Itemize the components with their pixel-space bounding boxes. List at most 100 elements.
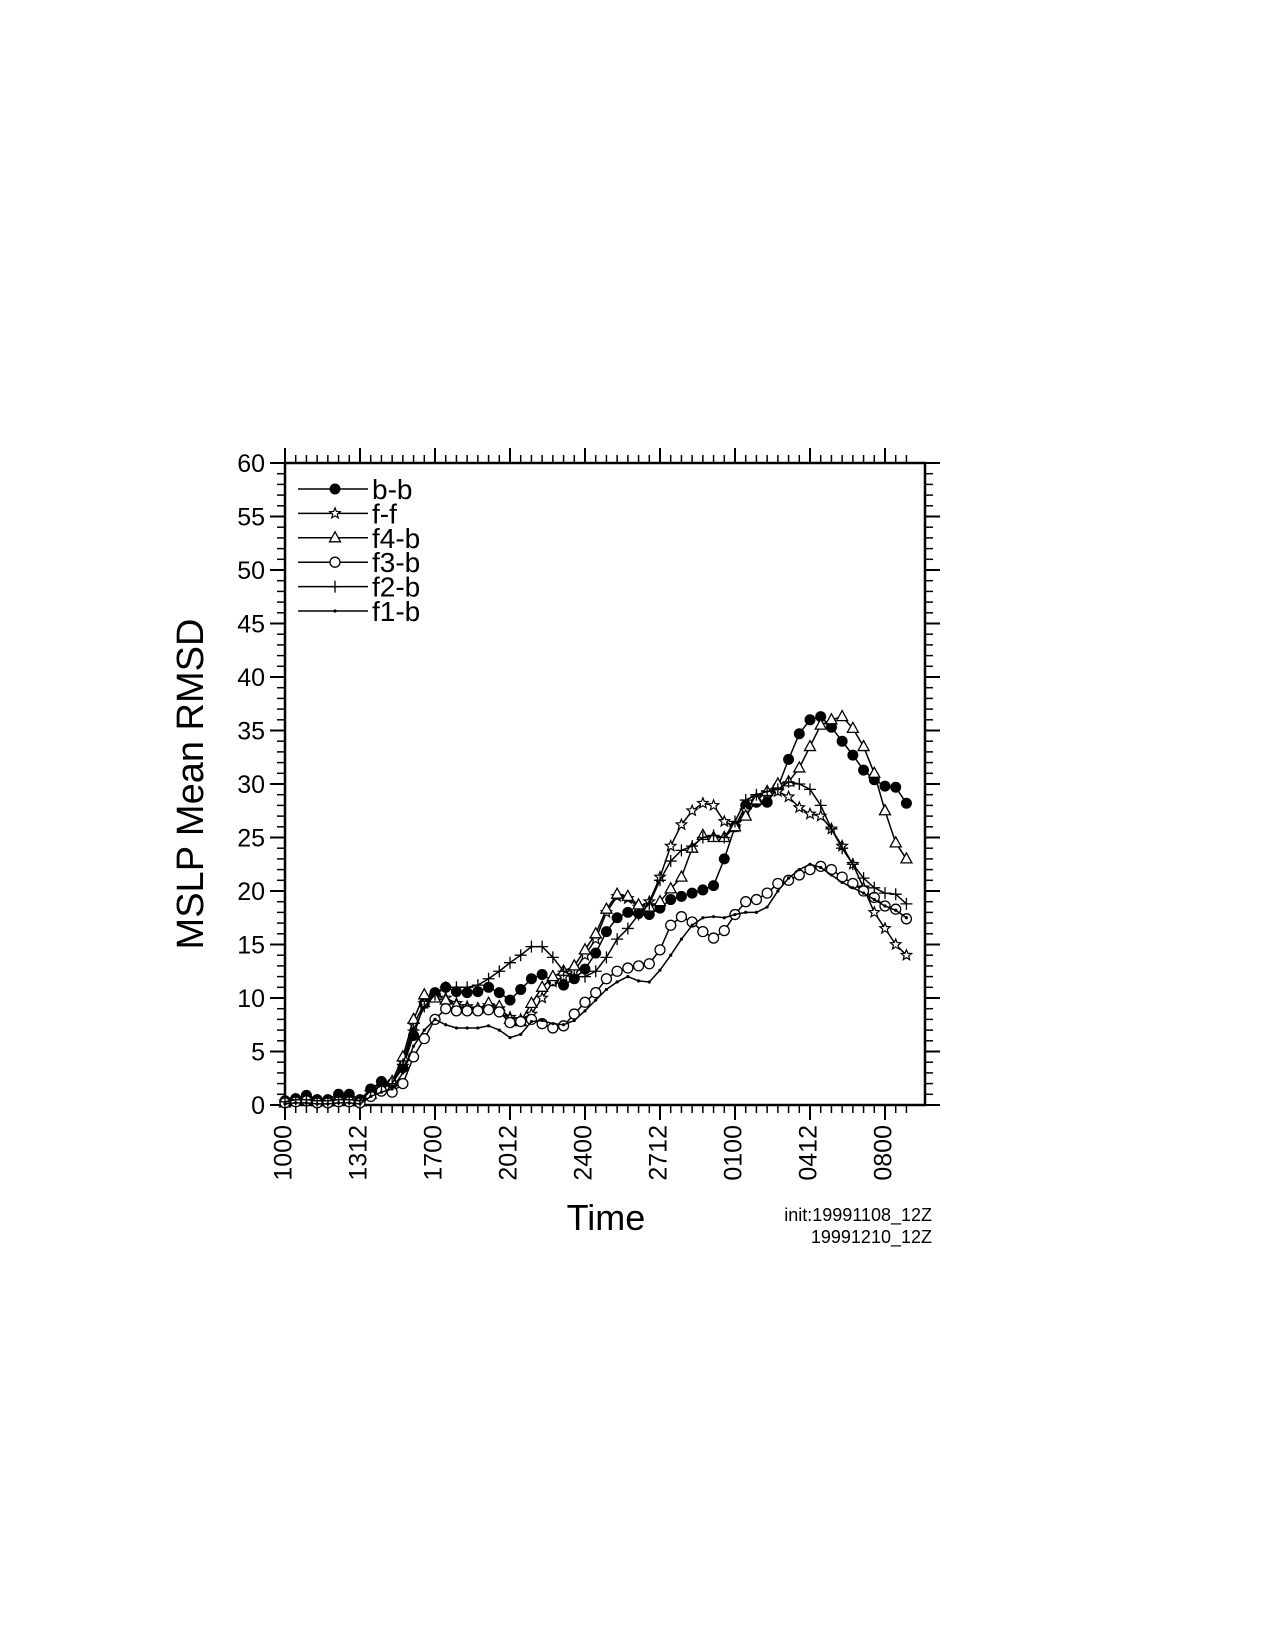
marker (690, 923, 694, 927)
series (278, 784, 914, 1108)
marker (515, 1015, 527, 1028)
marker (663, 838, 678, 852)
marker (600, 973, 613, 985)
marker (664, 881, 678, 894)
marker (707, 829, 720, 842)
marker (739, 808, 753, 821)
y-tick-label: 55 (237, 504, 265, 532)
legend-label: b-b (372, 474, 412, 505)
y-tick-label: 30 (237, 771, 265, 799)
marker (729, 815, 741, 828)
marker (369, 1094, 373, 1099)
marker (701, 916, 705, 920)
marker (429, 988, 441, 1001)
marker (781, 789, 796, 803)
marker (536, 940, 549, 953)
marker (883, 904, 887, 908)
marker (829, 873, 834, 877)
marker (472, 1005, 484, 1017)
x-axis-label: Time (567, 1197, 646, 1238)
marker (900, 897, 913, 910)
series (279, 775, 913, 1108)
marker (739, 794, 752, 807)
marker (814, 799, 827, 812)
marker (858, 764, 870, 776)
marker (422, 1028, 426, 1032)
annotation: init:19991108_12Z (784, 1205, 932, 1226)
marker (861, 891, 866, 895)
marker (900, 797, 912, 809)
marker (621, 922, 634, 935)
marker (336, 1101, 341, 1105)
marker (497, 1028, 501, 1032)
x-tick-label: 2012 (495, 1125, 523, 1181)
marker (824, 712, 839, 725)
marker (632, 908, 645, 921)
marker (632, 960, 645, 972)
marker (525, 940, 538, 953)
marker (658, 968, 662, 972)
marker (857, 872, 870, 885)
marker (696, 796, 710, 810)
marker (664, 855, 677, 868)
marker (504, 956, 516, 969)
marker (665, 894, 677, 906)
marker (515, 983, 527, 995)
marker (611, 912, 623, 924)
marker (654, 944, 666, 956)
marker (546, 969, 560, 982)
marker (718, 853, 730, 865)
marker (519, 1032, 523, 1036)
marker (847, 749, 859, 761)
marker (793, 728, 805, 740)
marker (765, 905, 769, 909)
y-tick-label: 35 (237, 718, 265, 746)
marker (454, 1026, 459, 1030)
series-line (284, 865, 907, 1104)
marker (776, 889, 780, 893)
marker (675, 844, 688, 857)
marker (783, 753, 795, 765)
marker (722, 916, 726, 920)
y-tick-label: 20 (237, 878, 265, 906)
marker (697, 926, 709, 938)
marker (744, 910, 748, 915)
marker (326, 1102, 330, 1106)
x-tick-label: 1000 (270, 1125, 298, 1181)
marker (304, 1101, 309, 1105)
marker (669, 953, 673, 957)
series-line (284, 863, 907, 1105)
marker (792, 800, 807, 814)
marker (333, 609, 337, 613)
marker (868, 881, 881, 894)
marker (461, 981, 474, 994)
marker (643, 909, 655, 921)
marker (867, 765, 881, 778)
marker (708, 880, 720, 892)
marker (622, 906, 634, 918)
marker (514, 949, 527, 962)
marker (558, 979, 570, 991)
marker (643, 897, 656, 910)
marker (476, 1026, 480, 1030)
marker (504, 1016, 516, 1029)
marker (407, 1024, 420, 1037)
marker (504, 994, 516, 1006)
marker (579, 970, 591, 983)
series (283, 862, 909, 1106)
marker (675, 890, 687, 902)
marker (782, 874, 795, 886)
marker (583, 1009, 587, 1013)
marker (439, 981, 452, 994)
marker (611, 965, 623, 977)
marker (890, 781, 902, 793)
marker (551, 1022, 555, 1026)
y-tick-label: 15 (237, 932, 265, 960)
marker (315, 1102, 319, 1106)
marker (675, 911, 688, 923)
marker (793, 778, 806, 790)
y-tick-label: 5 (251, 1039, 265, 1067)
marker (815, 711, 827, 723)
marker (622, 962, 634, 974)
marker (572, 1018, 576, 1023)
